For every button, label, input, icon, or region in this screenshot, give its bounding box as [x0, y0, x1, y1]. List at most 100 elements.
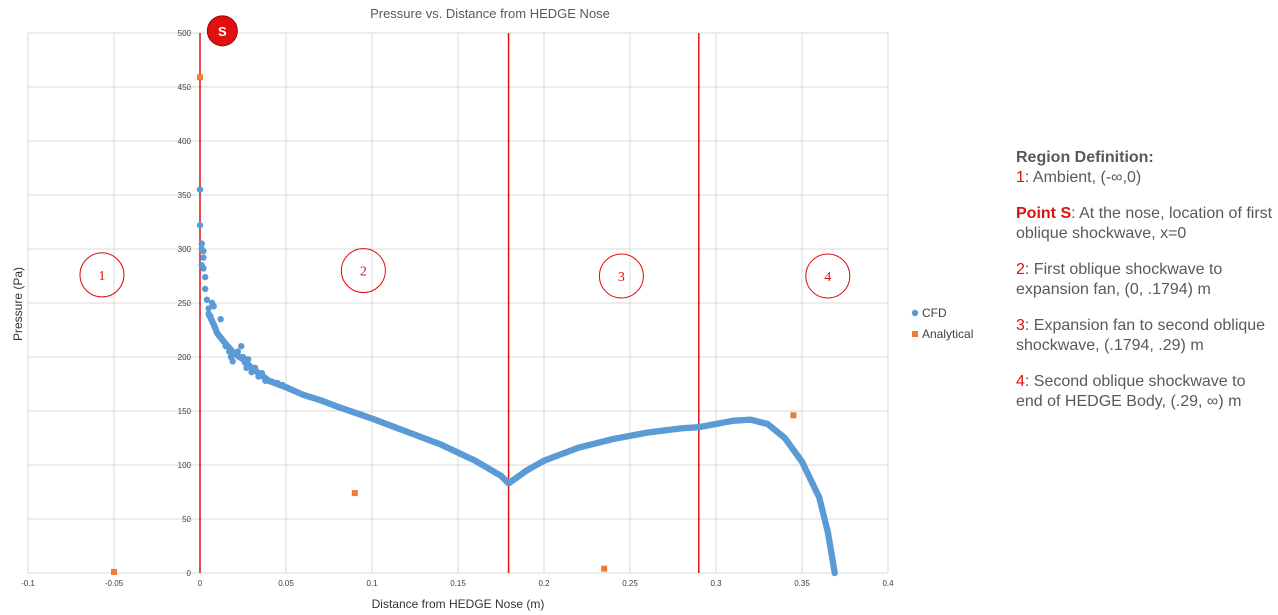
region-definition-panel: Region Definition: 1: Ambient, (-∞,0) Poi… — [1016, 148, 1276, 428]
point-s-marker: S — [206, 15, 238, 47]
region-definition-key: 2 — [1016, 261, 1025, 278]
region-marker-label: 2 — [360, 265, 367, 280]
cfd-point — [251, 364, 259, 371]
point-s-label: S — [218, 24, 227, 39]
region-marker-3: 3 — [598, 253, 644, 299]
region-definition-separator: : — [1024, 169, 1033, 186]
cfd-point — [234, 348, 242, 355]
region-definition-item: 4: Second oblique shockwave to end of HE… — [1016, 372, 1276, 412]
cfd-point — [258, 370, 266, 377]
legend-analytical-swatch — [912, 331, 918, 337]
region-marker-label: 4 — [824, 270, 831, 285]
region-definition-separator: : — [1071, 205, 1080, 222]
y-tick-label: 300 — [178, 245, 192, 254]
y-tick-label: 50 — [182, 515, 191, 524]
cfd-point — [248, 368, 255, 376]
x-tick-label: 0.4 — [882, 579, 894, 588]
region-definition-text: Expansion fan to second oblique shockwav… — [1016, 317, 1266, 354]
grid — [27, 32, 889, 574]
x-tick-label: -0.05 — [105, 579, 124, 588]
legend-cfd-swatch — [911, 309, 919, 317]
region-definition-key: Point S — [1016, 205, 1072, 222]
cfd-point — [217, 316, 224, 323]
y-tick-label: 200 — [178, 353, 192, 362]
region-definition-separator: : — [1024, 317, 1034, 334]
analytical-point — [790, 412, 797, 419]
region-definition-item: 1: Ambient, (-∞,0) — [1016, 168, 1276, 188]
cfd-point — [831, 569, 838, 577]
x-tick-label: 0.3 — [710, 579, 722, 588]
region-marker-circle — [79, 252, 125, 298]
y-tick-label: 500 — [178, 29, 192, 38]
analytical-point — [197, 74, 203, 81]
legend-entry-analytical: Analytical — [912, 327, 973, 341]
region-marker-4: 4 — [805, 253, 851, 299]
region-definition-heading: Region Definition: — [1016, 149, 1154, 166]
region-marker-1: 1 — [79, 252, 125, 298]
region-definition-text: First oblique shockwave to expansion fan… — [1016, 261, 1223, 298]
region-definition-list: 1: Ambient, (-∞,0) Point S: At the nose, … — [1016, 168, 1276, 412]
y-tick-label: 0 — [187, 569, 192, 578]
cfd-point — [243, 364, 250, 371]
region-marker-circle — [805, 253, 851, 299]
region-marker-label: 1 — [98, 269, 105, 284]
cfd-point — [229, 358, 236, 365]
x-tick-label: 0.2 — [538, 579, 550, 588]
analytical-point — [111, 568, 117, 575]
x-tick-label: 0.05 — [278, 579, 294, 588]
region-definition-separator: : — [1024, 261, 1034, 278]
region-definition-text: Ambient, (-∞,0) — [1032, 169, 1142, 186]
legend-entry-cfd: CFD — [911, 306, 947, 320]
cfd-point — [274, 379, 281, 387]
y-tick-label: 150 — [178, 407, 192, 416]
region-definition-key: 3 — [1016, 317, 1025, 334]
cfd-point — [238, 343, 245, 350]
x-tick-label: 0 — [198, 579, 203, 588]
cfd-point — [196, 222, 204, 229]
cfd-point — [262, 377, 269, 384]
cfd-point — [244, 355, 252, 363]
cfd-point — [207, 312, 214, 320]
region-definition-key: 4 — [1016, 373, 1025, 390]
axis-ticks: -0.1 -0.05 0 0.05 0.1 0.15 0.2 0.25 0.3 0.35 0.4 0 5… — [21, 29, 894, 588]
cfd-point — [200, 254, 207, 261]
region-marker-circle — [598, 253, 644, 299]
region-definition-text: Second oblique shockwave to end of HEDGE… — [1016, 373, 1246, 410]
legend-analytical-label: Analytical — [922, 327, 973, 341]
x-tick-label: -0.1 — [21, 579, 35, 588]
region-marker-label: 3 — [618, 270, 625, 285]
region-definition-key: 1 — [1016, 169, 1025, 186]
cfd-point — [226, 348, 233, 355]
y-axis-label: Pressure (Pa) — [11, 267, 25, 341]
region-definition-text: At the nose, location of first oblique s… — [1016, 205, 1273, 242]
region-definition-separator: : — [1024, 373, 1034, 390]
y-tick-label: 400 — [178, 137, 192, 146]
region-marker-2: 2 — [340, 248, 386, 294]
y-tick-label: 350 — [178, 191, 192, 200]
analytical-point — [351, 490, 358, 497]
cfd-point — [205, 305, 212, 312]
cfd-point — [201, 273, 209, 281]
point-s-circle — [206, 15, 238, 47]
cfd-point — [201, 285, 209, 293]
data-series — [111, 74, 838, 577]
x-tick-label: 0.25 — [622, 579, 638, 588]
cfd-point — [203, 296, 211, 303]
cfd-point — [200, 265, 207, 272]
analytical-point — [601, 565, 608, 572]
y-tick-label: 250 — [178, 299, 192, 308]
region-markers: 1 2 3 4 S — [79, 15, 851, 299]
x-tick-label: 0.35 — [794, 579, 810, 588]
cfd-point — [222, 343, 229, 350]
pressure-chart: Pressure vs. Distance from HEDGE Nose -0… — [11, 6, 973, 611]
region-definition-item: 2: First oblique shockwave to expansion … — [1016, 260, 1276, 300]
y-tick-label: 100 — [178, 461, 192, 470]
legend-cfd-label: CFD — [922, 306, 947, 320]
region-definition-item: Point S: At the nose, location of first … — [1016, 204, 1276, 244]
plot-area — [27, 32, 889, 574]
x-axis-label: Distance from HEDGE Nose (m) — [372, 597, 545, 611]
x-tick-label: 0.1 — [366, 579, 378, 588]
cfd-point — [210, 303, 217, 310]
region-marker-circle — [340, 248, 386, 294]
cfd-point — [279, 381, 286, 389]
